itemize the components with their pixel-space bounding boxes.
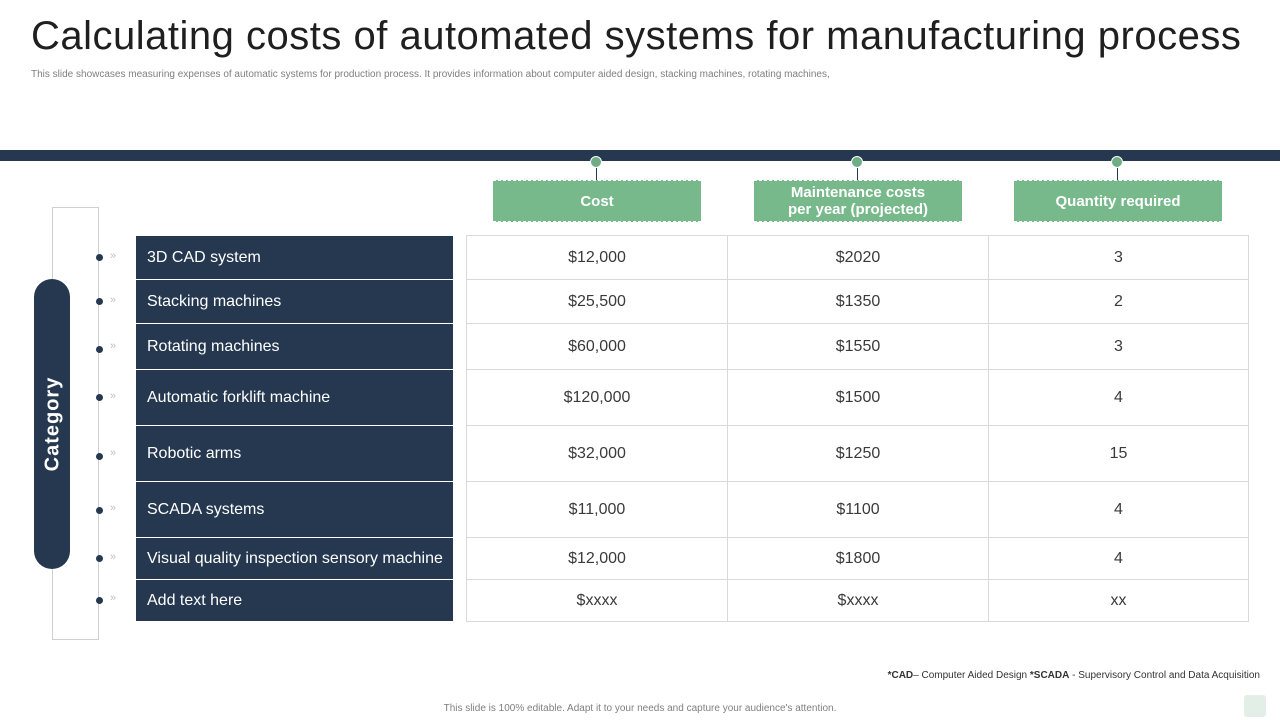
quantity-cell: 15 (988, 426, 1249, 482)
connector-dot-icon (590, 156, 602, 168)
footnote-scada-text: - Supervisory Control and Data Acquisiti… (1069, 670, 1260, 681)
maintenance-cell: $1100 (728, 482, 989, 538)
slide-title: Calculating costs of automated systems f… (31, 14, 1242, 58)
connector-line (857, 168, 858, 180)
maintenance-cell: $1550 (728, 324, 989, 370)
quantity-cell: 3 (988, 324, 1249, 370)
footnote-cad-text: – Computer Aided Design (913, 670, 1028, 681)
category-cell: 3D CAD system (136, 236, 453, 280)
footnote: *CAD– Computer Aided Design *SCADA - Sup… (888, 670, 1260, 681)
column-header-label: Quantity required (1014, 180, 1222, 222)
category-cell: Add text here (136, 580, 453, 621)
category-label: Category (41, 376, 64, 472)
slide-subtitle: This slide showcases measuring expenses … (31, 69, 830, 80)
quantity-cell: 4 (988, 482, 1249, 538)
maintenance-cell: $1500 (728, 370, 989, 426)
category-cell: Stacking machines (136, 280, 453, 324)
cost-cell: $xxxx (467, 580, 728, 621)
maintenance-cell: $2020 (728, 236, 989, 280)
column-header-label: Cost (493, 180, 701, 222)
slide-footer: This slide is 100% editable. Adapt it to… (443, 703, 837, 714)
chevron-right-icon: » (110, 502, 116, 514)
quantity-cell: 4 (988, 538, 1249, 580)
chevron-right-icon: » (110, 447, 116, 459)
bullet-dot-icon (96, 254, 103, 261)
category-cell: SCADA systems (136, 482, 453, 538)
footnote-scada-abbr: *SCADA (1029, 670, 1070, 681)
chevron-right-icon: » (110, 551, 116, 563)
maintenance-cell: $xxxx (728, 580, 989, 621)
cost-cell: $60,000 (467, 324, 728, 370)
connector-dot-icon (1111, 156, 1123, 168)
connector-dot-icon (851, 156, 863, 168)
bullet-dot-icon (96, 346, 103, 353)
quantity-cell: 2 (988, 280, 1249, 324)
category-cell: Visual quality inspection sensory machin… (136, 538, 453, 580)
cost-cell: $11,000 (467, 482, 728, 538)
quantity-cell: 3 (988, 236, 1249, 280)
quantity-cell: xx (1110, 591, 1127, 609)
header-band (0, 150, 1280, 161)
cost-cell: $12,000 (467, 538, 728, 580)
maintenance-cell: $1800 (728, 538, 989, 580)
chevron-right-icon: » (110, 340, 116, 352)
bullet-dot-icon (96, 394, 103, 401)
column-header-label: Maintenance costs per year (projected) (754, 180, 962, 222)
bullet-dot-icon (96, 453, 103, 460)
bullet-dot-icon (96, 298, 103, 305)
connector-line (1117, 168, 1118, 180)
corner-badge-icon (1244, 695, 1266, 717)
connector-line (596, 168, 597, 180)
category-cell: Automatic forklift machine (136, 370, 453, 426)
maintenance-cell: $1250 (728, 426, 989, 482)
column-header-quantity: Quantity required (1014, 156, 1222, 222)
chevron-right-icon: » (110, 390, 116, 402)
quantity-cell: 4 (988, 370, 1249, 426)
chevron-right-icon: » (110, 592, 116, 604)
bullet-dot-icon (96, 555, 103, 562)
column-header-maintenance: Maintenance costs per year (projected) (754, 156, 962, 222)
bullet-dot-icon (96, 597, 103, 604)
category-pill (34, 279, 70, 569)
cost-cell: $12,000 (467, 236, 728, 280)
category-cell: Rotating machines (136, 324, 453, 370)
category-cell: Robotic arms (136, 426, 453, 482)
chevron-right-icon: » (110, 294, 116, 306)
cost-cell: $25,500 (467, 280, 728, 324)
cost-cell: $120,000 (467, 370, 728, 426)
bullet-dot-icon (96, 507, 103, 514)
chevron-right-icon: » (110, 250, 116, 262)
footnote-cad-abbr: *CAD (887, 670, 914, 681)
data-table (466, 235, 1249, 622)
column-header-cost: Cost (493, 156, 701, 222)
cost-cell: $32,000 (467, 426, 728, 482)
maintenance-cell: $1350 (728, 280, 989, 324)
